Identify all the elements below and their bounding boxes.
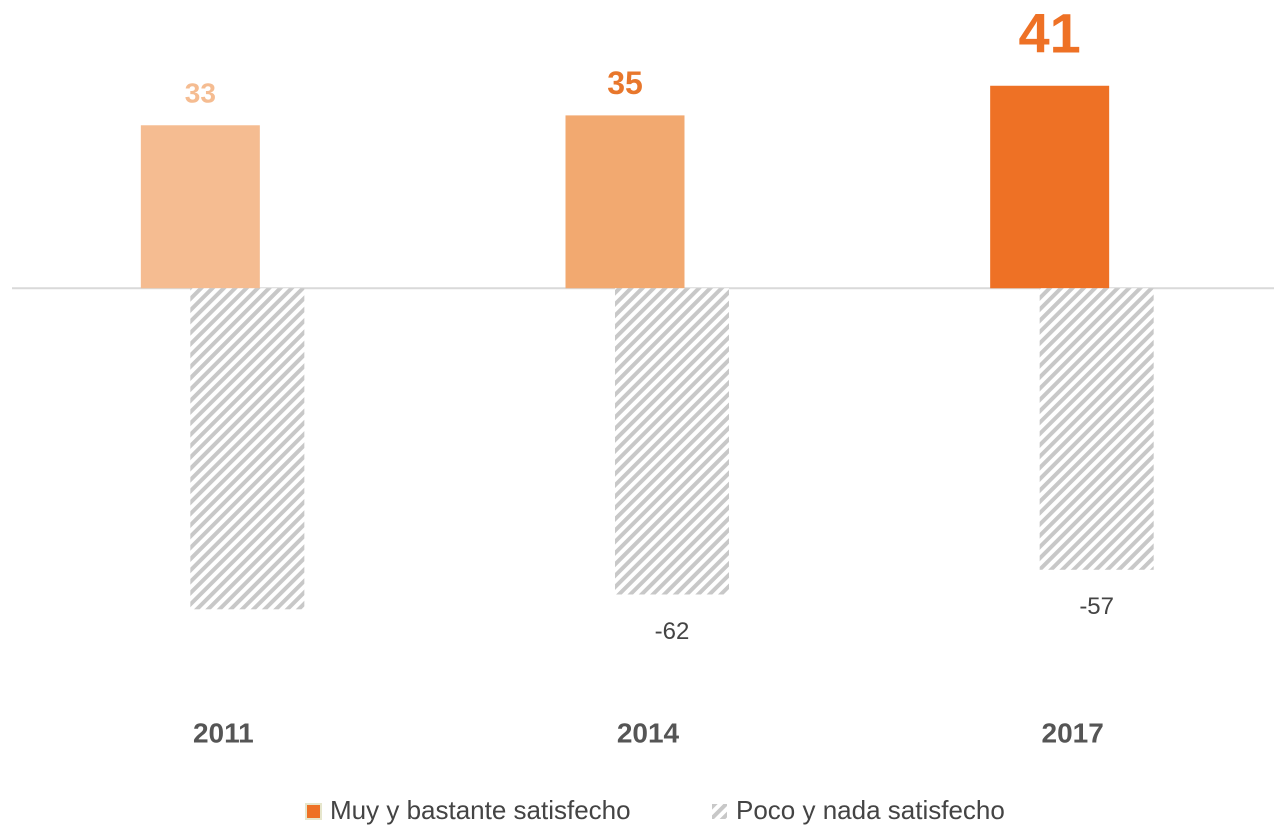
legend-swatch <box>305 803 322 820</box>
data-label: -57 <box>1079 593 1114 620</box>
bar <box>990 85 1110 289</box>
data-label: 41 <box>1019 2 1081 65</box>
data-label: 33 <box>185 78 216 109</box>
bar <box>190 288 305 610</box>
legend-swatch <box>712 804 727 819</box>
data-label: -62 <box>655 618 690 645</box>
legend-text: Muy y bastante satisfecho <box>330 795 631 825</box>
bar <box>565 115 685 289</box>
bar <box>615 288 729 595</box>
bar <box>140 125 260 289</box>
x-tick-label: 2014 <box>617 717 680 748</box>
legend-text: Poco y nada satisfecho <box>736 795 1005 825</box>
x-tick-label: 2011 <box>193 717 254 748</box>
x-tick-label: 2017 <box>1042 717 1104 748</box>
data-label: 35 <box>607 65 643 101</box>
bar <box>1039 288 1154 570</box>
